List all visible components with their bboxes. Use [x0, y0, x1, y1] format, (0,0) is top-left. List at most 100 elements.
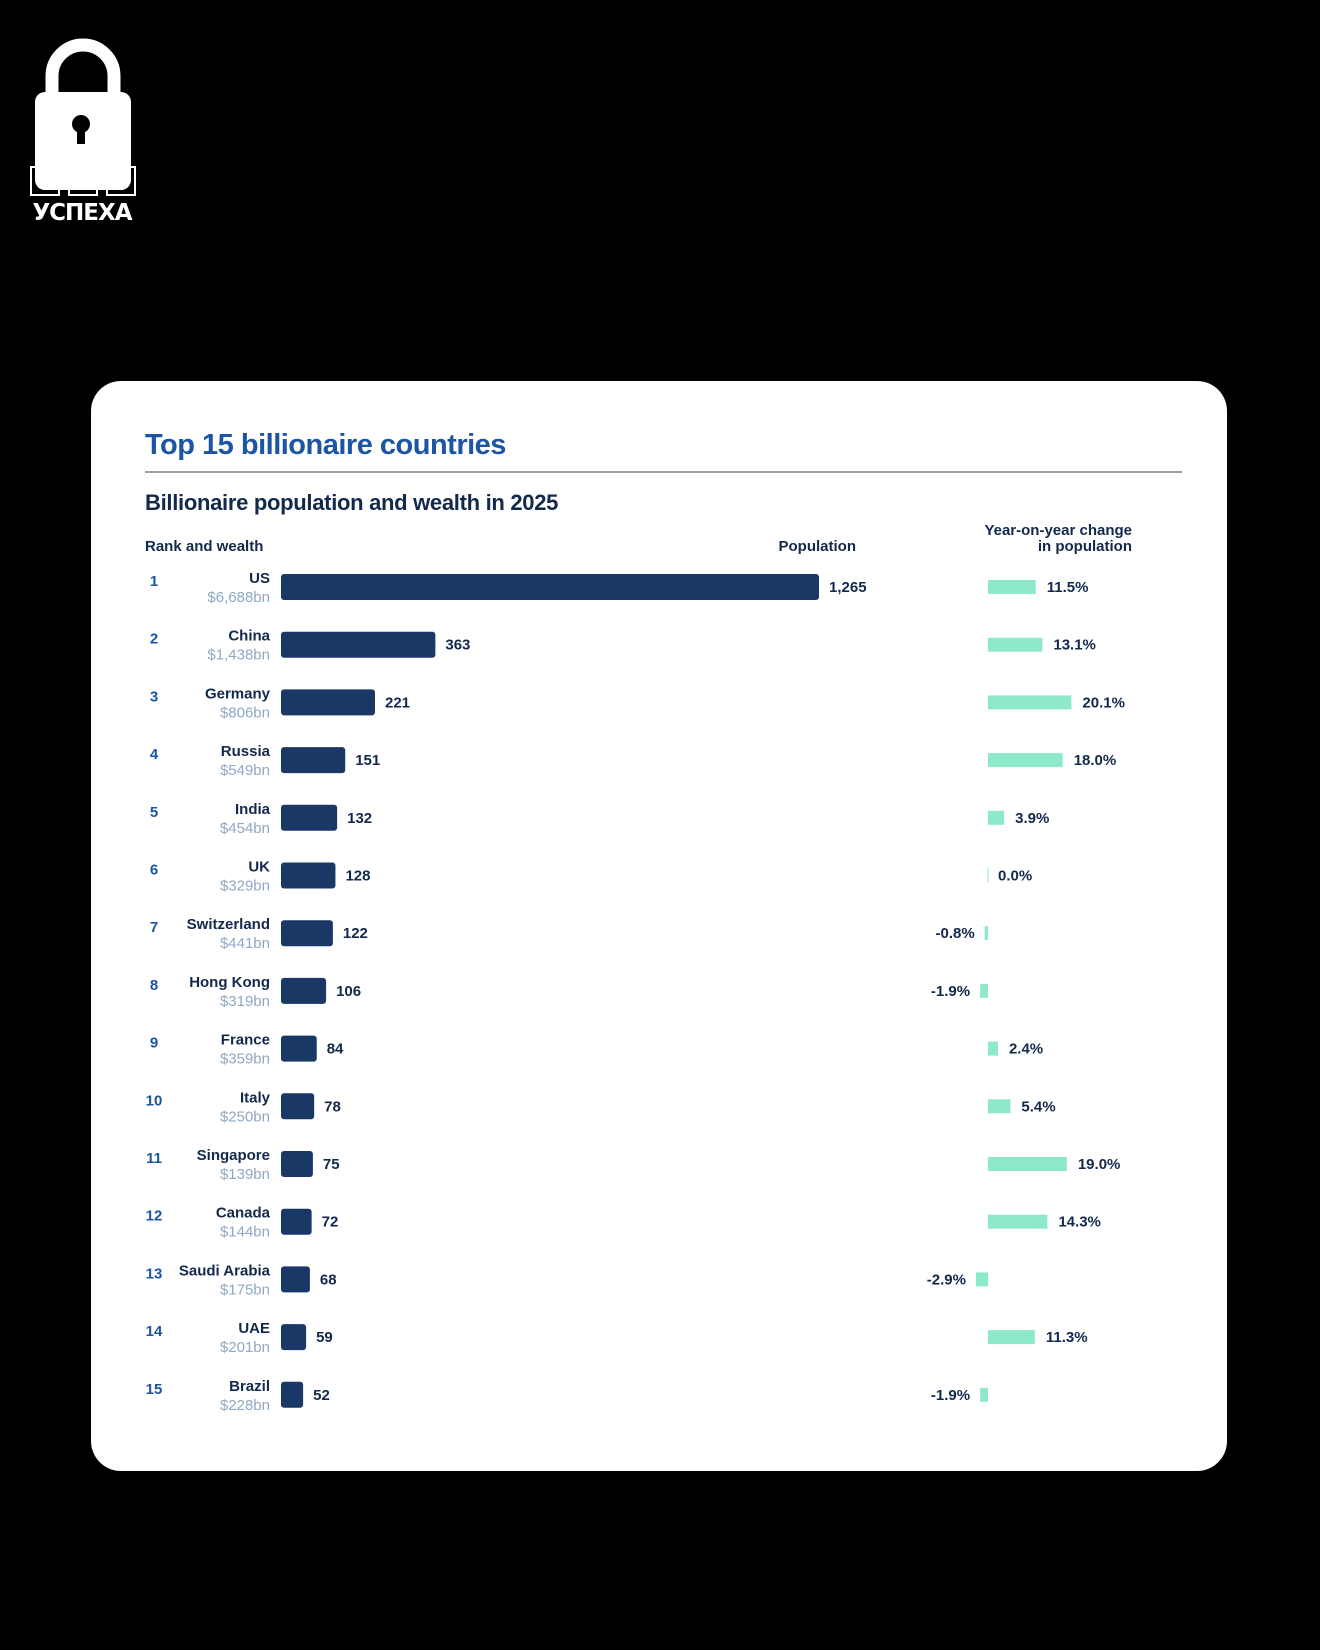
- wealth-label: $806bn: [220, 704, 270, 721]
- population-bar: [281, 862, 336, 889]
- rank-label: 8: [150, 977, 158, 994]
- rank-label: 10: [146, 1092, 163, 1109]
- change-bar: [988, 637, 1043, 652]
- country-label: Germany: [205, 685, 271, 702]
- population-bar: [281, 977, 327, 1004]
- rank-label: 11: [146, 1150, 162, 1167]
- country-label: Singapore: [197, 1147, 270, 1164]
- change-bar: [987, 868, 989, 883]
- population-bar: [281, 574, 819, 600]
- rank-label: 9: [150, 1035, 158, 1052]
- chart-title: Top 15 billionaire countries: [145, 429, 506, 461]
- rank-label: 14: [146, 1323, 163, 1340]
- change-bar: [988, 1157, 1067, 1171]
- country-label: Saudi Arabia: [179, 1262, 271, 1279]
- change-value: 14.3%: [1058, 1214, 1101, 1231]
- country-label: UK: [248, 859, 270, 876]
- population-value: 78: [324, 1098, 341, 1115]
- change-bar: [988, 1214, 1048, 1229]
- wealth-label: $6,688bn: [207, 589, 270, 606]
- population-value: 106: [336, 983, 361, 1000]
- wealth-label: $175bn: [220, 1281, 270, 1298]
- rank-label: 2: [150, 631, 158, 648]
- population-value: 122: [343, 925, 368, 942]
- change-bar: [980, 983, 988, 998]
- change-value: 18.0%: [1074, 752, 1117, 769]
- change-bar: [988, 695, 1072, 710]
- wealth-label: $549bn: [220, 762, 270, 779]
- change-header-line2: in population: [1038, 538, 1132, 555]
- country-label: China: [228, 628, 270, 645]
- country-label: Russia: [221, 743, 271, 760]
- population-bar: [281, 747, 346, 774]
- title-divider: [145, 471, 1182, 473]
- logo-wordmark: K O D: [30, 166, 136, 198]
- population-value: 363: [445, 637, 470, 654]
- population-bar: [281, 1093, 315, 1120]
- change-bar: [988, 810, 1005, 825]
- wealth-label: $1,438bn: [207, 647, 270, 664]
- billionaire-chart: Rank and wealth Population Year-on-year …: [145, 522, 1132, 1414]
- change-value: 11.5%: [1047, 579, 1089, 596]
- country-label: India: [235, 801, 271, 818]
- rank-label: 1: [150, 573, 158, 590]
- wealth-label: $250bn: [220, 1108, 270, 1125]
- population-value: 84: [327, 1041, 344, 1058]
- chart-card: Top 15 billionaire countries Billionaire…: [91, 381, 1227, 1471]
- change-value: 0.0%: [998, 868, 1032, 885]
- rank-label: 4: [150, 746, 159, 763]
- population-bar: [281, 1151, 313, 1177]
- change-bar: [988, 1041, 998, 1056]
- change-value: 19.0%: [1078, 1156, 1121, 1173]
- change-value: -2.9%: [927, 1271, 966, 1288]
- country-label: Hong Kong: [189, 974, 270, 991]
- change-value: -0.8%: [935, 925, 974, 942]
- change-value: 3.9%: [1015, 810, 1049, 827]
- population-bar: [281, 1035, 317, 1062]
- country-label: Switzerland: [187, 916, 270, 933]
- population-bar: [281, 689, 375, 716]
- population-value: 68: [320, 1271, 337, 1288]
- wealth-label: $319bn: [220, 993, 270, 1010]
- population-header: Population: [779, 538, 857, 555]
- change-header-line1: Year-on-year change: [984, 522, 1132, 539]
- change-value: 13.1%: [1053, 637, 1096, 654]
- population-value: 221: [385, 694, 410, 711]
- change-bar: [988, 1330, 1035, 1345]
- change-bar: [980, 1387, 988, 1402]
- change-bar: [988, 753, 1063, 768]
- rank-label: 7: [150, 919, 158, 936]
- country-label: UAE: [238, 1320, 270, 1337]
- change-bar: [988, 580, 1036, 594]
- rank-header: Rank and wealth: [145, 538, 263, 555]
- change-bar: [988, 1099, 1011, 1114]
- country-label: Canada: [216, 1205, 271, 1222]
- logo-letter: D: [106, 166, 136, 196]
- wealth-label: $144bn: [220, 1224, 270, 1241]
- country-label: Italy: [240, 1089, 271, 1106]
- country-label: Brazil: [229, 1378, 270, 1395]
- rank-label: 5: [150, 804, 158, 821]
- chart-subtitle: Billionaire population and wealth in 202…: [145, 490, 559, 515]
- padlock-icon: [20, 26, 142, 226]
- population-value: 128: [345, 868, 370, 885]
- population-bar: [281, 920, 333, 947]
- logo-letter: O: [68, 166, 98, 196]
- wealth-label: $441bn: [220, 935, 270, 952]
- population-value: 75: [323, 1156, 340, 1173]
- change-bar: [984, 926, 988, 941]
- logo-tagline: УСПЕХА: [32, 200, 132, 226]
- wealth-label: $454bn: [220, 820, 270, 837]
- rank-label: 13: [146, 1265, 163, 1282]
- wealth-label: $329bn: [220, 878, 270, 895]
- population-bar: [281, 1266, 310, 1293]
- rank-label: 6: [150, 862, 158, 879]
- population-bar: [281, 1381, 304, 1408]
- population-value: 52: [313, 1387, 330, 1404]
- population-value: 1,265: [829, 579, 867, 596]
- change-value: 11.3%: [1046, 1329, 1088, 1346]
- population-bar: [281, 631, 436, 658]
- population-value: 72: [322, 1214, 339, 1231]
- wealth-label: $228bn: [220, 1397, 270, 1414]
- change-value: -1.9%: [931, 983, 970, 1000]
